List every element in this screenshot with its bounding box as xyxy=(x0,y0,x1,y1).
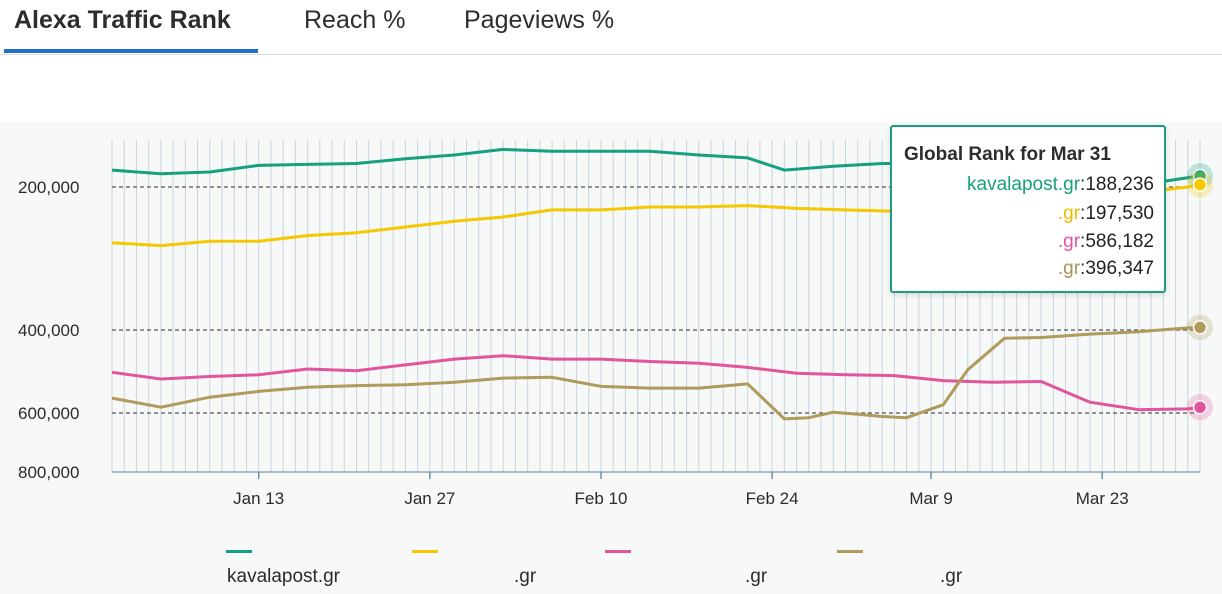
tooltip-series-value: 188,236 xyxy=(1085,174,1154,195)
tooltip-row-gr-pink: .gr:586,182 xyxy=(1057,231,1154,252)
y-tick-label: 600,000 xyxy=(18,404,79,423)
y-tick-label: 800,000 xyxy=(18,463,79,482)
x-tick-label: Jan 13 xyxy=(233,489,284,508)
tooltip-series-value: 396,347 xyxy=(1085,258,1154,279)
hover-marker-point xyxy=(1192,177,1208,192)
tab-alexa-traffic-rank[interactable]: Alexa Traffic Rank xyxy=(14,6,231,34)
y-tick-label: 400,000 xyxy=(18,321,79,340)
legend-swatch-kavalapost xyxy=(226,550,252,553)
legend-label-gr-yellow[interactable]: .gr xyxy=(514,566,537,587)
global-rank-tooltip: Global Rank for Mar 31 kavalapost.gr:188… xyxy=(890,125,1166,293)
tooltip-series-name: .gr xyxy=(1057,203,1081,224)
active-tab-indicator xyxy=(4,49,258,53)
legend-swatch-gr-olive xyxy=(837,550,863,553)
tooltip-series-name: .gr xyxy=(1057,231,1081,252)
legend-label-gr-pink[interactable]: .gr xyxy=(745,566,768,587)
hover-marker-point xyxy=(1192,400,1208,415)
tooltip-series-name: .gr xyxy=(1057,258,1081,279)
hover-marker-point xyxy=(1192,320,1208,335)
tab-pageviews[interactable]: Pageviews % xyxy=(464,6,615,34)
tooltip-row-gr-olive: .gr:396,347 xyxy=(1057,258,1154,279)
x-tick-label: Mar 23 xyxy=(1076,489,1129,508)
x-tick-label: Feb 10 xyxy=(575,489,628,508)
legend-label-kavalapost[interactable]: kavalapost.gr xyxy=(227,566,341,587)
tooltip-row-kavalapost: kavalapost.gr:188,236 xyxy=(967,174,1154,195)
y-tick-label: 200,000 xyxy=(18,178,79,197)
legend-label-gr-olive[interactable]: .gr xyxy=(940,566,963,587)
series-line-2 xyxy=(111,354,1201,412)
legend-swatch-gr-yellow xyxy=(412,550,438,553)
x-tick-label: Jan 27 xyxy=(404,489,455,508)
tooltip-series-value: 197,530 xyxy=(1085,203,1154,224)
tab-reach[interactable]: Reach % xyxy=(304,6,406,34)
series-line-3 xyxy=(111,325,1201,421)
tooltip-series-name: kavalapost.gr xyxy=(967,174,1081,195)
x-tick-label: Mar 9 xyxy=(909,489,952,508)
legend-swatch-gr-pink xyxy=(605,550,631,553)
x-tick-label: Feb 24 xyxy=(746,489,799,508)
tooltip-series-value: 586,182 xyxy=(1085,231,1154,252)
tooltip-row-gr-yellow: .gr:197,530 xyxy=(1057,203,1154,224)
tab-bar: Alexa Traffic Rank Reach % Pageviews % xyxy=(0,0,1222,55)
tooltip-title: Global Rank for Mar 31 xyxy=(904,144,1111,165)
